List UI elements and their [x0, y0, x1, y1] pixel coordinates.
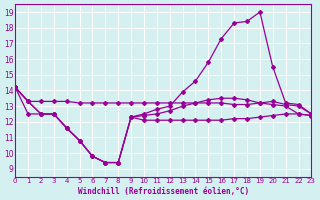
X-axis label: Windchill (Refroidissement éolien,°C): Windchill (Refroidissement éolien,°C) [78, 187, 249, 196]
